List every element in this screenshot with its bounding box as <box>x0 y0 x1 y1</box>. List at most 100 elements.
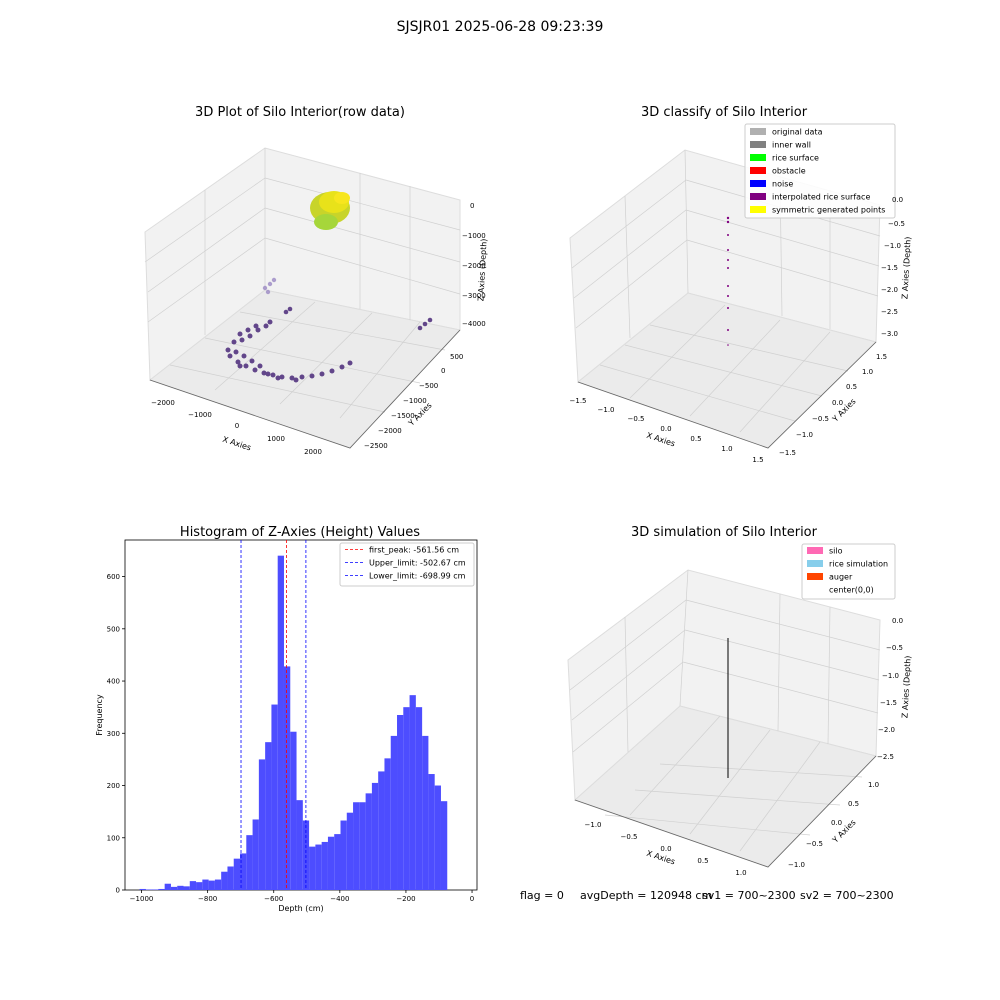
simulation3d-ytick: 0.0 <box>831 819 842 827</box>
simulation3d-ytick: 0.5 <box>848 800 859 808</box>
histogram-bar <box>233 858 241 890</box>
classify3d-xtick: 0.5 <box>690 435 701 443</box>
raw3d-zlabel: Z Axies (Depth) <box>476 238 488 301</box>
classify3d-ytick: 1.0 <box>862 368 873 376</box>
classify3d-ztick: −3.0 <box>881 330 898 338</box>
histogram-bar <box>321 841 328 890</box>
histogram-ytick-label: 0 <box>116 887 120 895</box>
raw3d-ytick: −2000 <box>378 427 402 435</box>
histogram-bar <box>390 735 398 890</box>
simulation3d-ytick: −0.5 <box>806 840 823 848</box>
simulation3d-ztick: −2.5 <box>877 753 894 761</box>
classify3d-xlabel: X Axies <box>645 431 676 449</box>
figure-suptitle: SJSJR01 2025-06-28 09:23:39 <box>397 19 604 35</box>
histogram-bar <box>271 704 278 890</box>
histogram-ytick-label: 300 <box>107 730 120 738</box>
histogram-bar <box>334 834 341 890</box>
histogram-bar <box>384 758 391 890</box>
histogram-bar <box>327 836 335 890</box>
classify3d-legend-label: noise <box>772 180 793 189</box>
classify3d-legend-label: rice surface <box>772 154 819 163</box>
classify3d-legend-label: symmetric generated points <box>772 206 885 215</box>
raw3d-ztick: 0 <box>470 202 474 210</box>
simulation3d-legend-label: auger <box>829 573 853 582</box>
histogram-bar <box>183 886 190 890</box>
simulation3d-ytick: −1.0 <box>788 861 805 869</box>
panel-simulation3d: 3D simulation of Silo Interior si <box>567 525 913 877</box>
raw3d-ytick: −1000 <box>403 397 427 405</box>
histogram-bar <box>403 707 410 890</box>
histogram-title: Histogram of Z-Axies (Height) Values <box>180 525 420 540</box>
panel-histogram: Histogram of Z-Axies (Height) Values −10… <box>95 525 478 913</box>
panel-raw3d: 3D Plot of Silo Interior(row data) <box>144 105 489 456</box>
histogram-bar <box>340 820 347 890</box>
histogram-legend-label: Lower_limit: -698.99 cm <box>369 572 466 581</box>
raw3d-ztick: −4000 <box>462 320 486 328</box>
classify3d-title: 3D classify of Silo Interior <box>641 105 808 120</box>
simulation3d-xtick: 0.5 <box>697 857 708 865</box>
classify3d-ztick: 0.0 <box>892 196 903 204</box>
simulation3d-xtick: −1.0 <box>585 821 602 829</box>
histogram-bar <box>353 802 360 890</box>
histogram-bar <box>315 844 322 890</box>
histogram-bar <box>359 802 366 890</box>
classify3d-points <box>726 216 730 346</box>
histogram-bar <box>258 759 266 890</box>
simulation3d-ztick: −0.5 <box>886 644 903 652</box>
simulation3d-ytick: 1.0 <box>868 781 879 789</box>
status-sv1: sv1 = 700~2300 <box>702 889 796 902</box>
histogram-xtick-label: 0 <box>470 895 474 903</box>
histogram-xtick-label: −400 <box>330 895 349 903</box>
raw3d-ytick: 0 <box>441 367 445 375</box>
histogram-bar <box>240 853 247 890</box>
histogram-bar <box>139 888 146 890</box>
raw3d-ztick: −3000 <box>462 292 486 300</box>
simulation3d-y-ticks: 1.0 0.5 0.0 −0.5 −1.0 <box>788 781 879 869</box>
simulation3d-xtick: 0.0 <box>660 845 671 853</box>
histogram-xlabel: Depth (cm) <box>278 904 323 913</box>
histogram-bar <box>252 819 259 890</box>
classify3d-ztick: −1.0 <box>884 242 901 250</box>
raw3d-xtick: −1000 <box>188 411 212 419</box>
classify3d-xtick: −1.5 <box>570 397 587 405</box>
classify3d-legend-swatch <box>750 206 766 213</box>
classify3d-ztick: −2.0 <box>881 286 898 294</box>
histogram-legend-label: first_peak: -561.56 cm <box>369 546 459 555</box>
classify3d-ztick: −2.5 <box>881 308 898 316</box>
histogram-ytick-label: 400 <box>107 678 120 686</box>
classify3d-legend-swatch <box>750 193 766 200</box>
histogram-x-ticks: −1000 −800 −600 −400 −200 0 <box>130 890 474 903</box>
histogram-bar <box>214 879 222 890</box>
histogram-bar <box>422 735 429 890</box>
histogram-reference-lines <box>240 540 307 890</box>
classify3d-ytick: 0.5 <box>846 383 857 391</box>
raw3d-xtick: 0 <box>235 422 239 430</box>
histogram-legend-label: Upper_limit: -502.67 cm <box>369 559 466 568</box>
raw3d-title: 3D Plot of Silo Interior(row data) <box>195 105 405 120</box>
classify3d-y-ticks: 1.5 1.0 0.5 0.0 −0.5 −1.0 −1.5 <box>779 353 887 457</box>
simulation3d-x-ticks: −1.0 −0.5 0.0 0.5 1.0 <box>585 821 747 877</box>
histogram-bar <box>246 835 253 890</box>
histogram-bar <box>378 771 385 890</box>
histogram-xtick-label: −600 <box>264 895 283 903</box>
classify3d-ytick: −0.5 <box>812 415 829 423</box>
histogram-bar <box>397 715 404 890</box>
raw3d-surface-cluster <box>310 191 350 230</box>
histogram-bar <box>296 800 303 890</box>
classify3d-ztick: −0.5 <box>888 220 905 228</box>
histogram-bar <box>265 742 272 890</box>
simulation3d-legend-swatch <box>807 560 823 567</box>
simulation3d-title: 3D simulation of Silo Interior <box>631 525 818 540</box>
classify3d-ztick: −1.5 <box>881 264 898 272</box>
simulation3d-zlabel: Z Axies (Depth) <box>900 655 912 718</box>
raw3d-ytick: 500 <box>450 353 463 361</box>
histogram-bar <box>371 782 379 890</box>
classify3d-x-ticks: −1.5 −1.0 −0.5 0.0 0.5 1.0 1.5 <box>570 397 764 464</box>
raw3d-points <box>225 191 433 383</box>
histogram-ytick-label: 600 <box>107 573 120 581</box>
simulation3d-legend-label: silo <box>829 547 843 556</box>
histogram-bar <box>164 883 171 890</box>
histogram-bar <box>158 888 165 890</box>
histogram-bar <box>208 880 215 890</box>
